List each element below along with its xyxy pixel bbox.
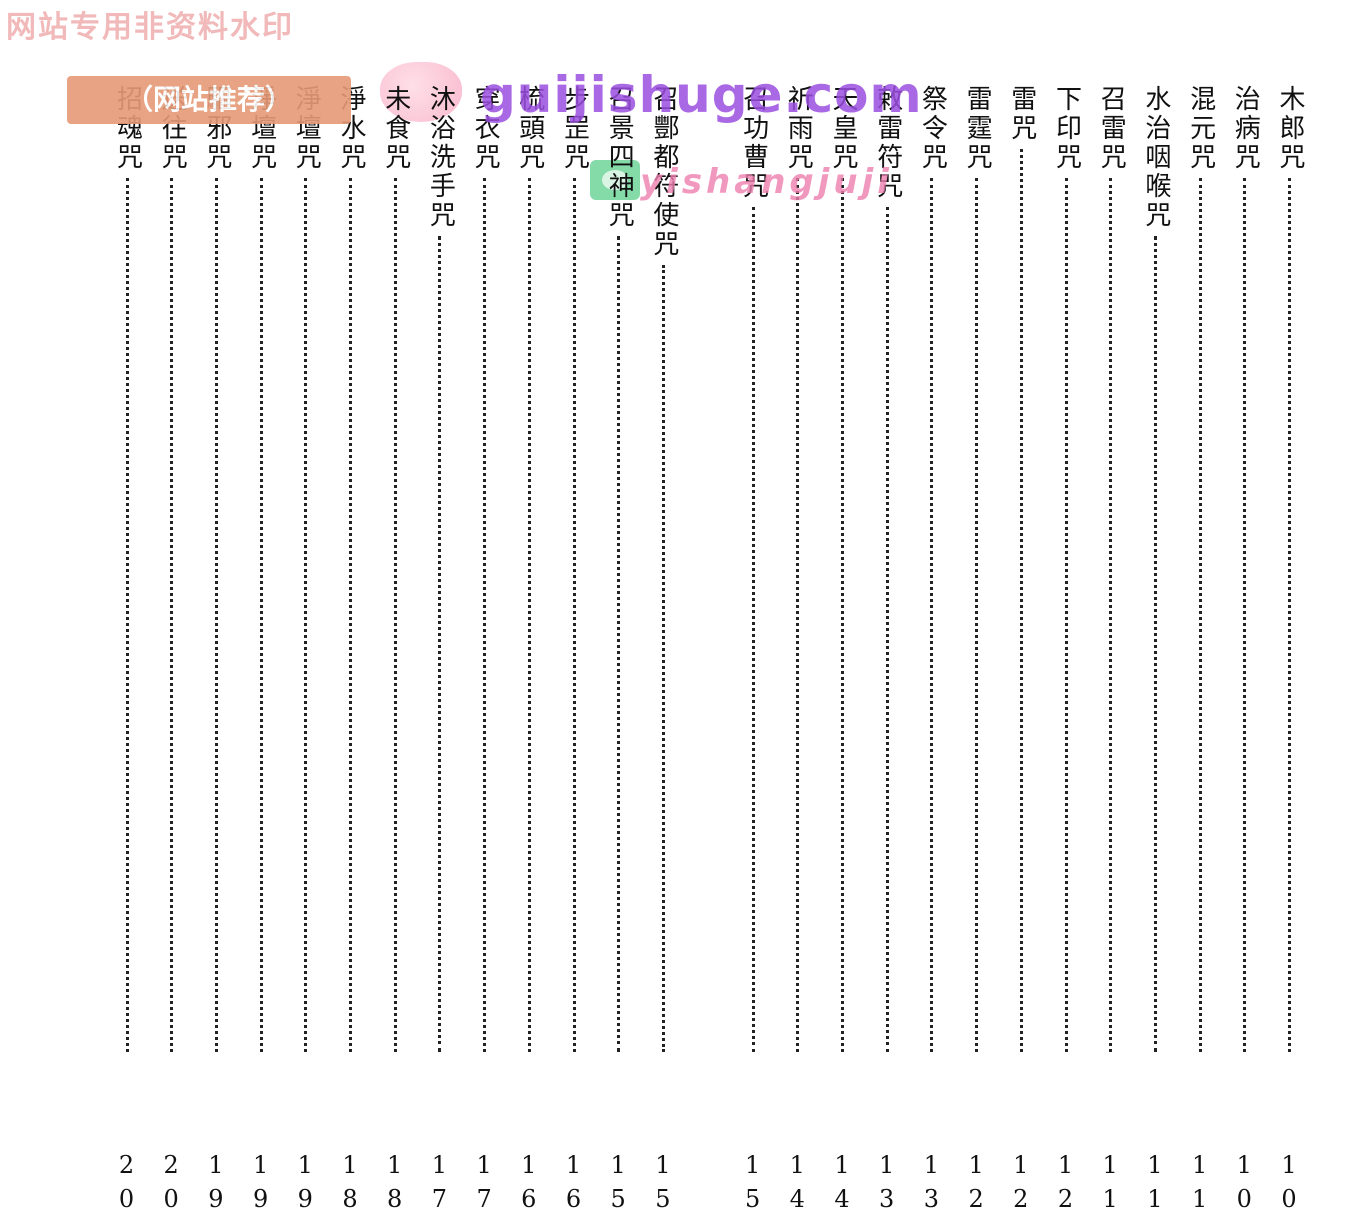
entry-title: 沐浴洗手咒 <box>425 85 456 230</box>
page-number: 11 <box>1140 1151 1169 1219</box>
top-watermark-banner: 网站专用非资料水印 <box>6 10 294 45</box>
page-number: 20 <box>112 1151 141 1219</box>
page-number: 11 <box>1185 1151 1214 1219</box>
page-number: 15 <box>604 1151 633 1219</box>
dot-leader <box>1198 178 1202 1052</box>
entry-title: 召景四神咒 <box>604 85 635 230</box>
toc-entry: 召雷咒 11 <box>1093 85 1129 1219</box>
page-number: 13 <box>872 1151 901 1219</box>
entry-title: 混元咒 <box>1185 85 1216 172</box>
dot-leader <box>1288 178 1291 1052</box>
page-number: 15 <box>648 1151 677 1219</box>
dot-leader <box>214 178 218 1052</box>
entry-title: 水治咽喉咒 <box>1140 85 1171 230</box>
entry-title: 祭令咒 <box>917 85 948 172</box>
entry-title: 梳頭咒 <box>514 85 545 172</box>
dot-leader <box>304 178 308 1052</box>
dot-leader <box>796 178 800 1052</box>
toc-entry: 未食咒 18 <box>378 85 414 1219</box>
dot-leader <box>259 178 263 1052</box>
recommend-watermark-tag: （网站推荐） <box>67 76 351 124</box>
dot-leader <box>930 178 934 1052</box>
dot-leader <box>1064 178 1068 1052</box>
page-number: 18 <box>336 1151 364 1219</box>
entry-title: 雷咒 <box>1006 85 1037 143</box>
dot-leader <box>125 178 129 1052</box>
dot-leader <box>661 265 665 1052</box>
page-number: 16 <box>559 1151 588 1219</box>
page-number: 20 <box>157 1151 186 1219</box>
page-number: 11 <box>1096 1151 1125 1219</box>
toc-entry: 治病咒 10 <box>1227 85 1263 1219</box>
entry-title: 祈雨咒 <box>783 85 814 172</box>
page-number: 12 <box>962 1151 991 1219</box>
page-number: 12 <box>1006 1151 1035 1219</box>
page-number: 17 <box>425 1151 454 1219</box>
entry-title: 未食咒 <box>380 85 411 172</box>
page-number: 19 <box>201 1151 230 1219</box>
dot-leader <box>170 178 174 1052</box>
toc-entry: 雷咒 12 <box>1004 85 1040 1219</box>
page-number: 16 <box>514 1151 543 1219</box>
page-number: 13 <box>917 1151 946 1219</box>
entry-title: 步罡咒 <box>559 85 590 172</box>
page-number: 17 <box>470 1151 499 1219</box>
dot-leader <box>751 207 755 1052</box>
toc-entry: 水治咽喉咒 11 <box>1138 85 1174 1219</box>
dot-leader <box>572 178 576 1052</box>
dot-leader <box>349 178 352 1052</box>
dot-leader <box>841 178 844 1052</box>
dot-leader <box>1243 178 1247 1052</box>
page-number: 19 <box>291 1151 320 1219</box>
dot-leader <box>1109 178 1113 1052</box>
page-number: 10 <box>1275 1151 1303 1219</box>
toc-entry: 混元咒 11 <box>1183 85 1219 1219</box>
page-number: 10 <box>1230 1151 1259 1219</box>
heart-watermark-icon <box>380 62 462 122</box>
dot-leader <box>527 178 531 1052</box>
toc-entry: 召酆都符使咒 15 <box>646 85 682 1219</box>
toc-entry: 雷霆咒 12 <box>959 85 995 1219</box>
page-number: 18 <box>380 1151 409 1219</box>
page-number: 19 <box>246 1151 275 1219</box>
page-number: 15 <box>738 1151 767 1219</box>
page-number: 14 <box>828 1151 856 1219</box>
dot-leader <box>975 178 979 1052</box>
entry-title: 木郎咒 <box>1275 85 1305 172</box>
dot-leader <box>1019 149 1023 1052</box>
page-number: 12 <box>1051 1151 1080 1219</box>
toc-entry: 木郎咒 10 <box>1272 85 1308 1219</box>
entry-title: 召雷咒 <box>1096 85 1127 172</box>
dot-leader <box>438 236 442 1052</box>
entry-title: 召功曹咒 <box>738 85 769 201</box>
sub-watermark-text: yishangjuji <box>640 162 893 202</box>
entry-title: 治病咒 <box>1230 85 1261 172</box>
entry-title: 敕雷符咒 <box>872 85 903 201</box>
dot-leader <box>393 178 397 1052</box>
entry-title: 召酆都符使咒 <box>648 85 679 259</box>
entry-title: 穿衣咒 <box>470 85 501 172</box>
leaf-watermark-icon <box>590 160 640 200</box>
toc-entry: 下印咒 12 <box>1049 85 1085 1219</box>
entry-title: 雷霆咒 <box>962 85 993 172</box>
page-number: 14 <box>783 1151 812 1219</box>
dot-leader <box>483 178 487 1052</box>
entry-title: 下印咒 <box>1051 85 1082 172</box>
entry-title: 天皇咒 <box>828 85 858 172</box>
dot-leader <box>617 236 621 1052</box>
dot-leader <box>1153 236 1157 1052</box>
dot-leader <box>885 207 889 1052</box>
toc-entry: 祭令咒 13 <box>914 85 950 1219</box>
site-watermark-text: guijishuge.com <box>480 66 923 124</box>
toc-entry: 沐浴洗手咒 17 <box>422 85 458 1219</box>
